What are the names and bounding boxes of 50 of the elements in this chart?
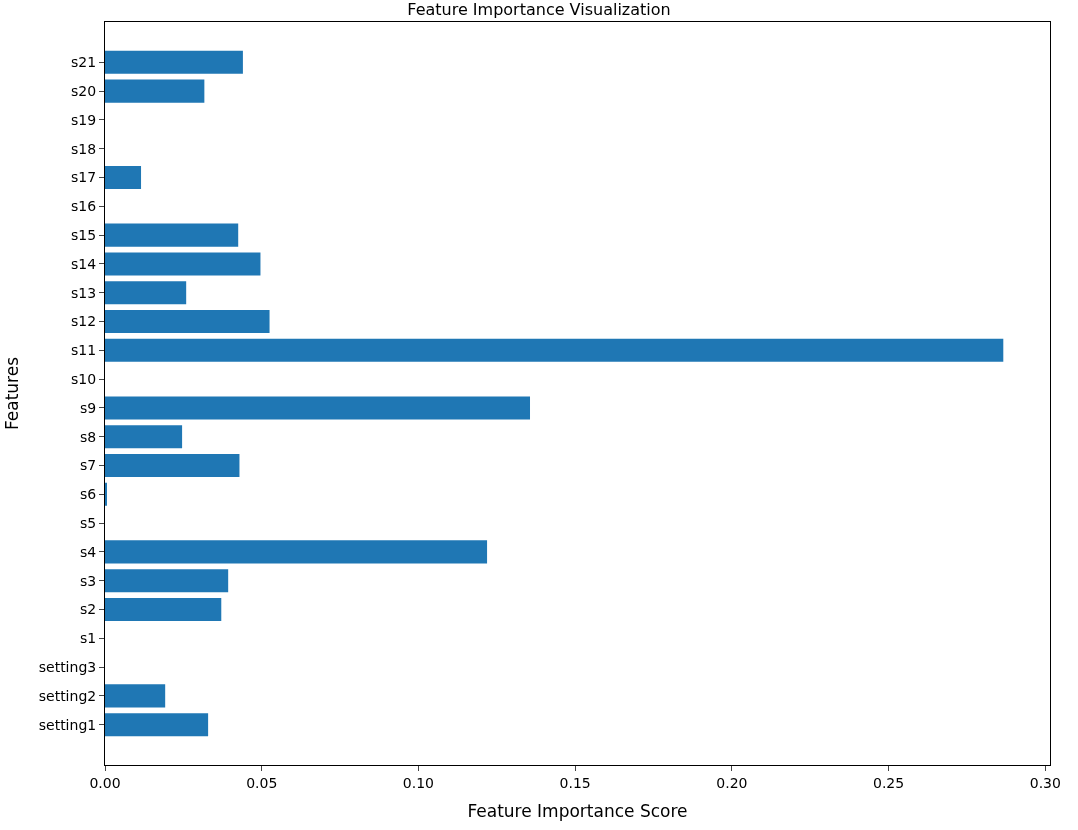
y-tick-label: setting1: [38, 716, 97, 733]
bar: [105, 425, 183, 449]
bar: [105, 540, 488, 564]
y-tick-label: s17: [71, 169, 97, 186]
y-tick-label: s5: [80, 514, 97, 531]
y-tick-label: s14: [71, 255, 97, 272]
x-tick-label: 0.00: [89, 774, 121, 791]
y-tick-label: s18: [71, 140, 97, 157]
x-tick-label: 0.30: [1029, 774, 1061, 791]
y-tick-label: s1: [80, 630, 97, 647]
y-tick-label: s12: [71, 313, 97, 330]
y-tick-label: s8: [80, 428, 97, 445]
y-tick-label: s15: [71, 227, 97, 244]
y-tick-label: s7: [80, 457, 97, 474]
bar: [105, 338, 1004, 362]
y-axis-title: Features: [2, 356, 23, 431]
bar: [105, 453, 240, 478]
y-tick-label: s9: [80, 399, 97, 416]
y-tick-label: s11: [71, 342, 97, 359]
bar: [105, 79, 205, 103]
x-tick-label: 0.05: [246, 774, 278, 791]
y-tick-label: s20: [71, 83, 97, 100]
bar: [105, 597, 222, 622]
y-tick-label: s4: [80, 543, 97, 560]
y-tick-label: s10: [71, 371, 97, 387]
y-tick-label: setting2: [38, 687, 97, 704]
bar: [105, 281, 187, 305]
bar: [105, 223, 239, 247]
bar: [105, 309, 270, 334]
y-tick-label: s3: [80, 572, 97, 589]
y-tick-label: s21: [71, 54, 97, 71]
bar: [105, 684, 166, 708]
x-axis-title: Feature Importance Score: [467, 801, 688, 822]
bar: [105, 50, 243, 74]
bar: [105, 396, 531, 420]
x-tick-label: 0.10: [402, 774, 435, 791]
bar: [105, 165, 142, 190]
bar: [105, 569, 229, 593]
bar: [105, 713, 209, 737]
y-tick-label: s2: [80, 601, 97, 618]
y-tick-label: s16: [71, 198, 97, 215]
x-tick-label: 0.20: [716, 774, 748, 791]
y-tick-label: s19: [71, 111, 97, 128]
y-tick-label: s6: [80, 486, 97, 503]
y-tick-label: setting3: [38, 658, 97, 675]
y-tick-label: s13: [71, 284, 97, 301]
bar: [105, 252, 261, 276]
x-tick-label: 0.15: [559, 774, 591, 791]
chart-title: Feature Importance Visualization: [407, 0, 671, 20]
x-tick-label: 0.25: [872, 774, 905, 791]
